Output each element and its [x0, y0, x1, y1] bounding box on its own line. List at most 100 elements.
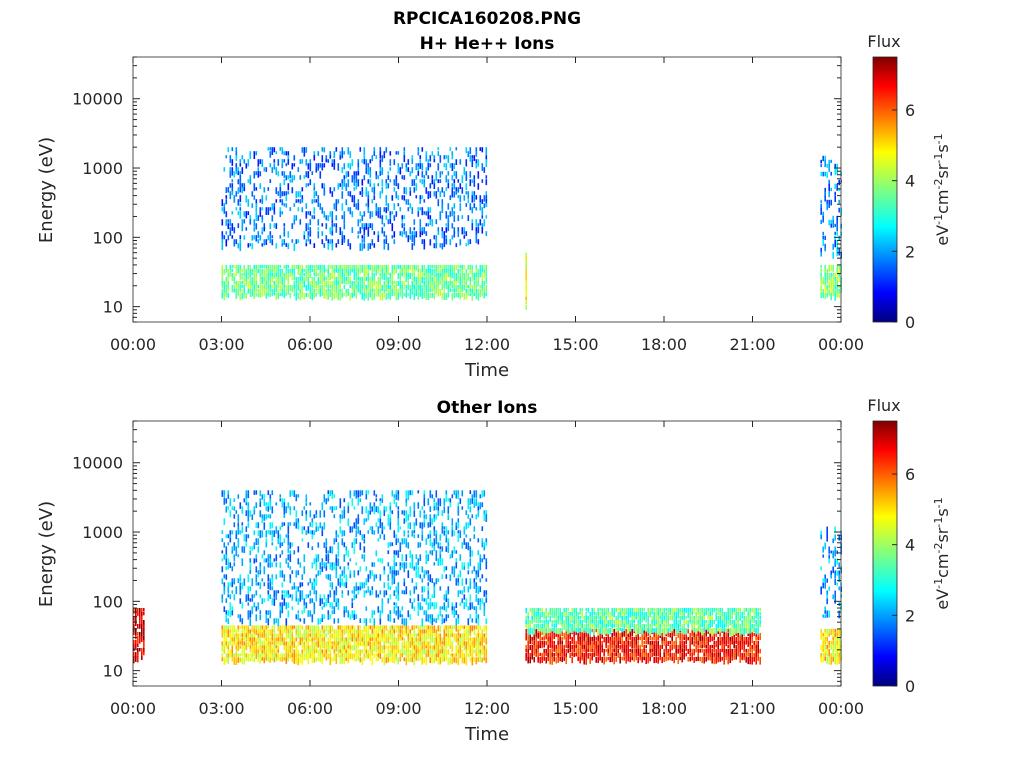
flux-cell	[637, 644, 639, 650]
flux-cell	[247, 653, 250, 660]
flux-cell	[479, 268, 482, 275]
flux-cell	[273, 633, 276, 638]
flux-cell	[467, 562, 470, 570]
flux-cell	[383, 207, 386, 212]
flux-cell	[393, 606, 396, 614]
flux-cell	[309, 292, 312, 299]
flux-cell	[279, 534, 282, 542]
flux-cell	[407, 280, 410, 287]
flux-cell	[439, 155, 442, 163]
flux-cell	[393, 231, 396, 238]
flux-cell	[421, 653, 424, 658]
flux-cell	[411, 167, 414, 174]
flux-cell	[267, 625, 270, 629]
flux-cell	[367, 280, 370, 288]
flux-cell	[235, 657, 238, 665]
flux-cell	[295, 239, 298, 244]
flux-cell	[381, 645, 384, 650]
flux-cell	[483, 195, 486, 202]
flux-cell	[469, 498, 472, 505]
flux-cell	[535, 632, 537, 638]
flux-cell	[293, 550, 296, 555]
flux-cell	[305, 641, 308, 645]
flux-cell	[425, 288, 428, 297]
flux-cell	[327, 558, 330, 564]
flux-cell	[289, 506, 292, 511]
flux-cell	[233, 594, 236, 601]
flux-cell	[463, 280, 466, 286]
flux-cell	[691, 636, 693, 645]
flux-cell	[289, 578, 292, 584]
flux-cell	[385, 207, 388, 214]
flux-cell	[385, 637, 388, 644]
flux-cell	[279, 498, 282, 502]
flux-cell	[481, 199, 484, 204]
flux-cell	[395, 570, 398, 576]
flux-cell	[557, 636, 559, 644]
flux-cell	[425, 211, 428, 216]
flux-cell	[413, 292, 416, 300]
flux-cell	[387, 288, 390, 296]
flux-cell	[581, 636, 583, 644]
flux-cell	[395, 550, 398, 556]
flux-cell	[449, 284, 452, 289]
flux-cell	[479, 562, 482, 571]
flux-cell	[409, 614, 412, 620]
flux-cell	[229, 610, 232, 618]
flux-cell	[407, 542, 410, 549]
flux-cell	[249, 586, 252, 592]
flux-cell	[299, 562, 302, 568]
flux-cell	[359, 284, 362, 289]
flux-cell	[820, 276, 822, 283]
flux-cell	[273, 223, 276, 228]
flux-cell	[357, 264, 360, 270]
flux-cell	[409, 641, 412, 648]
flux-cell	[836, 215, 838, 221]
flux-cell	[383, 272, 386, 281]
flux-cell	[371, 155, 374, 162]
flux-cell	[429, 629, 432, 637]
flux-cell	[365, 264, 368, 270]
flux-cell	[361, 159, 364, 163]
flux-cell	[485, 562, 488, 570]
flux-cell	[331, 606, 334, 610]
flux-cell	[457, 649, 460, 658]
flux-cell	[373, 151, 376, 156]
flux-cell	[838, 235, 840, 241]
flux-cell	[525, 632, 527, 641]
flux-cell	[385, 235, 388, 240]
flux-cell	[383, 506, 386, 514]
flux-cell	[223, 207, 226, 214]
flux-cell	[323, 641, 326, 649]
flux-cell	[313, 199, 316, 203]
flux-cell	[439, 586, 442, 591]
flux-cell	[291, 490, 294, 496]
flux-cell	[301, 538, 304, 542]
flux-cell	[565, 656, 567, 665]
flux-cell	[483, 610, 486, 616]
flux-cell	[649, 640, 651, 648]
flux-cell	[427, 284, 430, 293]
flux-cell	[469, 649, 472, 657]
flux-cell	[359, 498, 362, 502]
flux-cell	[301, 159, 304, 164]
flux-cell	[317, 284, 320, 289]
flux-cell	[225, 598, 228, 603]
flux-cell	[465, 175, 468, 181]
flux-cell	[261, 554, 264, 559]
flux-cell	[375, 171, 378, 178]
flux-cell	[407, 284, 410, 291]
flux-cell	[597, 640, 599, 648]
flux-cell	[441, 618, 444, 625]
flux-cell	[225, 292, 228, 298]
flux-cell	[477, 171, 480, 179]
flux-cell	[329, 614, 332, 619]
flux-cell	[363, 618, 366, 624]
flux-cell	[629, 636, 631, 641]
flux-cell	[483, 542, 486, 550]
flux-cell	[353, 171, 356, 179]
flux-cell	[607, 652, 609, 656]
flux-cell	[425, 625, 428, 629]
flux-cell	[447, 637, 450, 646]
flux-cell	[259, 562, 262, 568]
